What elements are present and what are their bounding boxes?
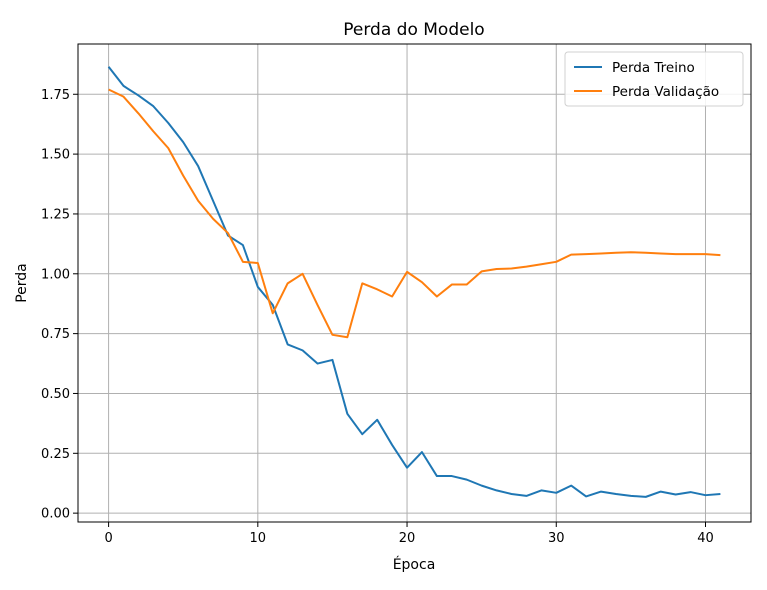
legend: Perda Treino Perda Validação xyxy=(564,51,744,107)
y-tick-label: 0.75 xyxy=(41,327,70,342)
x-tick-label: 30 xyxy=(548,531,565,546)
y-axis-label: Perda xyxy=(14,263,30,303)
series-line-1 xyxy=(108,88,721,339)
series-line-0 xyxy=(107,66,721,498)
x-tick-label: 40 xyxy=(697,531,714,546)
grid xyxy=(78,44,751,522)
y-tick-label: 1.00 xyxy=(41,267,70,282)
axis-ticks: 0 10 20 30 40 0.00 0.25 0.50 0.75 1.00 1.25 1.50 1.7… xyxy=(41,88,714,546)
legend-box xyxy=(564,51,744,107)
y-tick-label: 0.50 xyxy=(41,387,70,402)
x-tick-label: 10 xyxy=(250,531,267,546)
y-tick-label: 1.25 xyxy=(41,207,70,222)
y-tick-label: 0.00 xyxy=(41,507,70,522)
x-axis-label: Época xyxy=(393,556,436,573)
y-tick-label: 1.75 xyxy=(41,88,70,103)
x-tick-label: 20 xyxy=(399,531,416,546)
chart-title: Perda do Modelo xyxy=(343,20,484,40)
legend-label: Perda Validação xyxy=(612,84,719,100)
y-tick-label: 0.25 xyxy=(41,447,70,462)
y-tick-label: 1.50 xyxy=(41,148,70,163)
series-lines xyxy=(107,66,721,498)
x-tick-label: 0 xyxy=(104,531,112,546)
plot-frame xyxy=(77,43,752,523)
legend-label: Perda Treino xyxy=(612,60,695,76)
